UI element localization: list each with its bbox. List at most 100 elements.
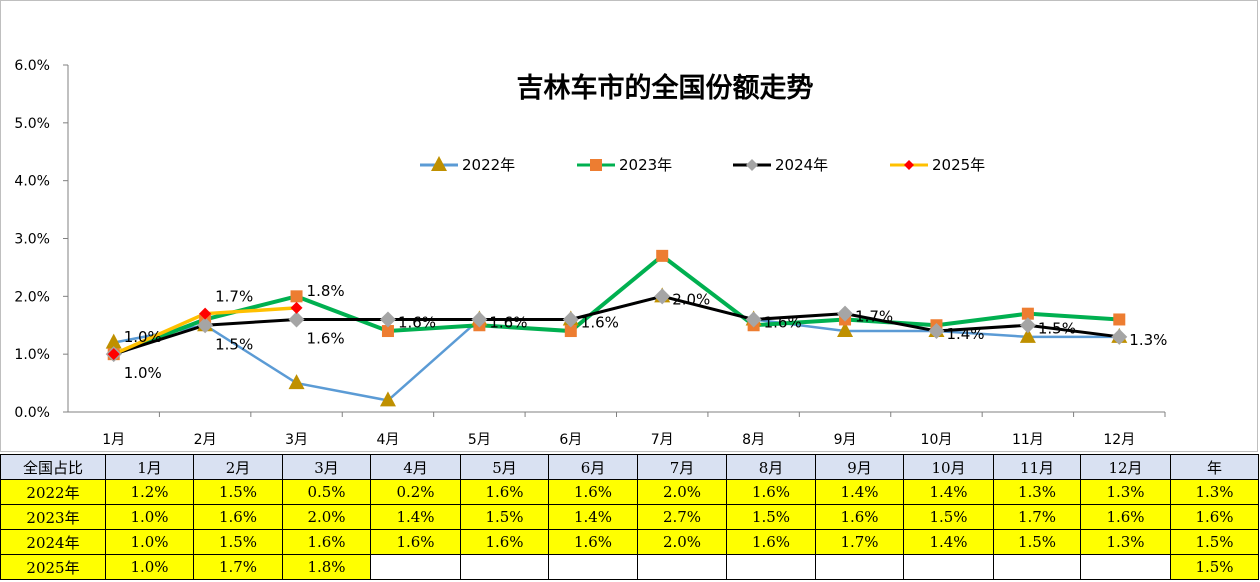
table-row: 2022年 1.2% 1.5% 0.5% 0.2% 1.6% 1.6% 2.0% 1.6% 1.4… [0,479,1259,505]
table-cell: 1.5% [193,479,283,505]
data-point-2022年 [1019,327,1036,343]
legend-marker [431,156,447,171]
table-cell: 1.5% [193,529,283,555]
data-point-2024年 [745,311,762,328]
table-cell: 0.2% [370,479,461,505]
table-cell: 1.5% [1170,554,1259,580]
legend-label: 2025年 [932,156,985,174]
data-point-2024年 [928,323,945,340]
x-tick-label: 5月 [468,432,491,448]
table-cell: 1.6% [1170,504,1259,530]
data-label: 1.6% [307,329,345,347]
x-tick-label: 3月 [285,432,308,448]
legend-label: 2024年 [775,156,828,174]
table-cell: 1.5% [903,504,994,530]
table-cell [726,554,816,580]
legend-marker [746,159,758,171]
table-cell: 1.4% [903,529,994,555]
data-point-2022年 [379,391,396,407]
data-point-2024年 [654,288,671,305]
data-point-2023年 [564,325,577,338]
table-cell: 1.6% [726,529,816,555]
table-cell: 1.3% [1080,529,1171,555]
series-line-2023年 [112,253,1120,357]
data-point-2024年 [562,311,579,328]
legend-label: 2022年 [462,156,515,174]
table-cell: 12月 [1080,454,1171,480]
table-cell: 1.2% [105,479,194,505]
series-line-2022年 [113,295,1120,402]
table-cell: 2.7% [637,504,727,530]
table-cell: 2.0% [282,504,371,530]
table-cell: 2月 [193,454,283,480]
table-cell: 1.4% [903,479,994,505]
table-cell: 5月 [460,454,549,480]
table-cell: 0.5% [282,479,371,505]
table-cell: 1.3% [993,479,1081,505]
legend-label: 2023年 [619,156,672,174]
x-tick-label: 12月 [1103,432,1135,448]
chart-area [0,0,1258,452]
table-row: 2023年 1.0% 1.6% 2.0% 1.4% 1.5% 1.4% 2.7% 1.5% 1.6… [0,504,1259,530]
table-cell: 1.3% [1170,479,1259,505]
data-point-2024年 [471,311,488,328]
data-label: 1.5% [215,335,253,353]
y-tick-label: 1.0% [14,347,50,363]
x-tick-label: 9月 [834,432,857,448]
data-label: 1.6% [489,313,527,331]
table-cell [548,554,638,580]
line-chart: 0.0% 1.0% 2.0% 3.0% 4.0% 5.0% 6.0% 1月 2月 3月 4月 5月 6月… [14,58,1167,448]
table-cell: 1.6% [460,479,549,505]
table-cell: 3月 [282,454,371,480]
data-point-2023年 [1113,313,1126,326]
table-header-row: 全国占比 1月 2月 3月 4月 5月 6月 7月 8月 9月 10月 11月 12月年 [0,454,1259,480]
x-tick-label: 11月 [1012,432,1044,448]
table-cell: 1.6% [815,504,904,530]
table-cell: 1.5% [460,504,549,530]
table-cell: 1.0% [105,529,194,555]
table-cell: 1.5% [993,529,1081,555]
row-header-cell: 2024年 [0,529,106,555]
legend-marker [590,159,602,171]
row-header-cell: 2023年 [0,504,106,530]
table-cell: 1.5% [1170,529,1259,555]
table-cell: 11月 [993,454,1081,480]
data-label: 2.0% [672,290,710,308]
table-cell: 8月 [726,454,816,480]
data-label: 1.6% [398,313,436,331]
table-cell: 2.0% [637,529,727,555]
table-cell: 1.6% [193,504,283,530]
data-label: 1.3% [1129,331,1167,349]
data-table: 全国占比 1月 2月 3月 4月 5月 6月 7月 8月 9月 10月 11月 12月年 2022年 1.2… [0,454,1259,580]
table-cell [1080,554,1171,580]
table-cell [993,554,1081,580]
data-point-2023年 [290,290,303,303]
data-point-2025年 [290,301,303,314]
data-label: 1.5% [1038,319,1076,337]
table-cell: 4月 [370,454,461,480]
table-cell: 年 [1170,454,1259,480]
table-row: 2025年 1.0% 1.7% 1.8% 1.5% [0,554,1259,580]
data-point-2024年 [1111,328,1128,345]
table-cell: 1.0% [105,504,194,530]
data-point-2024年 [379,311,396,328]
data-point-2023年 [656,249,669,262]
y-tick-label: 0.0% [14,405,50,421]
table-cell: 7月 [637,454,727,480]
table-cell: 1.6% [370,529,461,555]
table-cell: 9月 [815,454,904,480]
x-tick-label: 7月 [651,432,674,448]
row-header-cell: 2022年 [0,479,106,505]
table-cell: 6月 [548,454,638,480]
table-cell: 10月 [903,454,994,480]
y-tick-label: 4.0% [14,174,50,190]
data-point-2025年 [107,348,120,361]
data-label: 1.7% [855,308,893,326]
legend-marker [904,160,914,170]
data-point-2024年 [288,311,305,328]
table-cell: 1.6% [548,529,638,555]
row-header-cell: 全国占比 [0,454,106,480]
table-cell: 1.7% [993,504,1081,530]
table-cell: 1.6% [282,529,371,555]
data-point-2022年 [288,374,305,390]
